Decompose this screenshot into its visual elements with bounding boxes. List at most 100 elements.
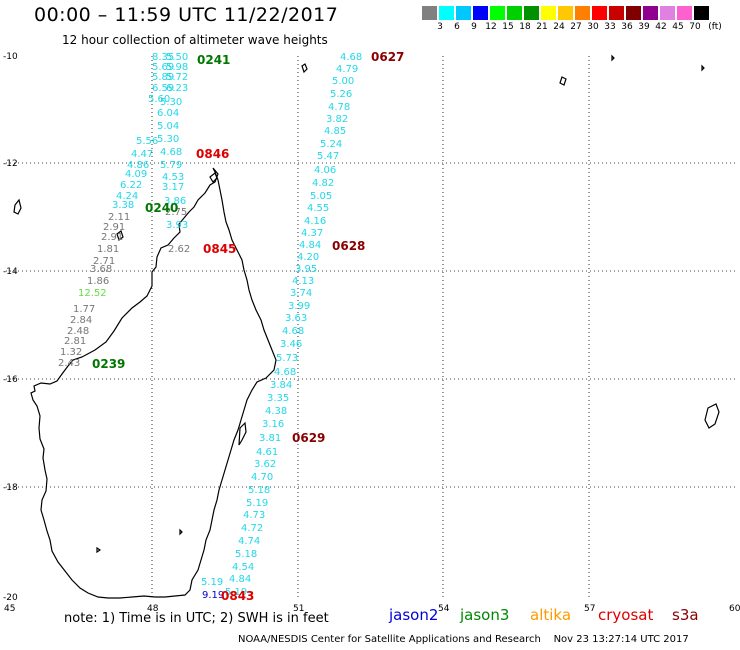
right-track-value: 5.47 — [317, 151, 339, 162]
legend-label: 9 — [471, 22, 477, 32]
left-track-value: 5.69 — [152, 62, 174, 73]
left-track-value: 2.84 — [70, 315, 92, 326]
latitude-tick-label: -12 — [3, 159, 18, 169]
legend-swatch — [524, 6, 539, 20]
left-track-value: 5.72 — [166, 72, 188, 83]
right-track-value: 3.63 — [285, 313, 307, 324]
right-track-value: 5.26 — [330, 89, 352, 100]
legend-label: 15 — [502, 22, 514, 32]
reunion-island — [704, 403, 720, 429]
left-track-value: 4.09 — [125, 169, 147, 180]
right-track-value: 4.61 — [256, 447, 278, 458]
legend-swatch — [541, 6, 556, 20]
latitude-tick-label: -10 — [3, 52, 18, 62]
right-track-value: 4.84 — [229, 574, 251, 585]
aldabra-islet — [301, 63, 308, 74]
left-track-value: 5.50 — [166, 52, 188, 63]
right-track-value: 3.46 — [280, 339, 302, 350]
time-label: 0846 — [196, 147, 229, 161]
right-track-value: 5.19 — [246, 498, 268, 509]
nosy-be — [209, 172, 218, 183]
right-track-value: 5.73 — [276, 353, 298, 364]
right-track-value: 3.16 — [262, 419, 284, 430]
right-track-value: 5.00 — [332, 76, 354, 87]
legend-swatch — [677, 6, 692, 20]
legend-label: 12 — [485, 22, 497, 32]
legend-swatch — [575, 6, 590, 20]
left-track-value: 12.52 — [78, 288, 107, 299]
comoros-island-1 — [13, 198, 22, 215]
legend-label: 21 — [536, 22, 548, 32]
left-track-value: 2.11 — [108, 212, 130, 223]
right-track-value: 4.82 — [312, 178, 334, 189]
left-track-value: 4.86 — [127, 160, 149, 171]
right-track-value: 4.84 — [299, 240, 321, 251]
left-track-value: 1.32 — [60, 347, 82, 358]
right-track-value: 4.06 — [314, 165, 336, 176]
longitude-tick-label: 51 — [293, 604, 304, 614]
islet-3 — [611, 54, 615, 62]
legend-swatch — [490, 6, 505, 20]
legend-swatch — [439, 6, 454, 20]
left-track-value: 5.30 — [160, 97, 182, 108]
left-track-value: 3.86 — [164, 196, 186, 207]
legend-label: 42 — [655, 22, 667, 32]
longitude-tick-label: 60 — [729, 604, 740, 614]
legend-label: 45 — [672, 22, 684, 32]
left-track-value: 1.81 — [97, 244, 119, 255]
left-track-value: 4.53 — [162, 172, 184, 183]
left-track-value: 6.22 — [120, 180, 142, 191]
right-track-value: 3.74 — [290, 288, 312, 299]
legend-label: 27 — [570, 22, 582, 32]
longitude-tick-label: 57 — [584, 604, 595, 614]
right-track-value: 4.68 — [274, 367, 296, 378]
legend-label: 70 — [689, 22, 701, 32]
time-label: 0241 — [197, 53, 230, 67]
right-track-value: 5.24 — [320, 139, 342, 150]
left-track-value: 2.81 — [64, 336, 86, 347]
legend-label: 6 — [454, 22, 460, 32]
left-track-value: 1.86 — [87, 276, 109, 287]
right-track-value: 4.68 — [282, 326, 304, 337]
left-track-value: 2.91 — [103, 222, 125, 233]
left-track-value: 5.79 — [160, 160, 182, 171]
time-label: 0628 — [332, 239, 365, 253]
right-track-value: 3.99 — [288, 301, 310, 312]
right-track-value: 5.19 — [225, 587, 247, 598]
right-track-value: 4.20 — [297, 252, 319, 263]
legend-unit: (ft) — [708, 22, 722, 32]
right-track-value: 4.72 — [241, 523, 263, 534]
left-track-value: 2.48 — [67, 326, 89, 337]
right-track-value: 4.16 — [304, 216, 326, 227]
satellite-legend-jason2: jason2 — [389, 606, 439, 624]
legend-swatch — [473, 6, 488, 20]
time-label: 0239 — [92, 357, 125, 371]
right-track-value: 3.84 — [270, 380, 292, 391]
right-track-value: 5.18 — [235, 549, 257, 560]
map-subtitle: 12 hour collection of altimeter wave hei… — [62, 33, 328, 47]
left-track-value: 5.89 — [152, 72, 174, 83]
left-track-value: 4.24 — [116, 191, 138, 202]
footer-note: note: 1) Time is in UTC; 2) SWH is in fe… — [64, 611, 329, 626]
madagascar-coast — [30, 167, 277, 599]
right-track-value: 4.79 — [336, 64, 358, 75]
latitude-tick-label: -16 — [3, 375, 18, 385]
legend-swatch — [694, 6, 709, 20]
left-track-value: 6.23 — [166, 83, 188, 94]
legend-label: 30 — [587, 22, 599, 32]
legend-label: 18 — [519, 22, 531, 32]
islet-5 — [96, 546, 102, 554]
ile-sainte-marie — [238, 421, 247, 446]
left-track-value: 5.56 — [136, 136, 158, 147]
legend-swatch — [507, 6, 522, 20]
lat-lon-grid — [6, 56, 735, 597]
credit-line: NOAA/NESDIS Center for Satellite Applica… — [238, 634, 689, 645]
left-track-value: 5.30 — [157, 134, 179, 145]
longitude-tick-label: 45 — [4, 604, 15, 614]
right-track-value: 3.82 — [326, 114, 348, 125]
left-track-value: 6.59 — [152, 83, 174, 94]
left-track-value: 2.75 — [165, 207, 187, 218]
right-track-value: 4.74 — [238, 536, 260, 547]
left-track-value: 3.38 — [112, 200, 134, 211]
right-track-value: 4.73 — [243, 510, 265, 521]
